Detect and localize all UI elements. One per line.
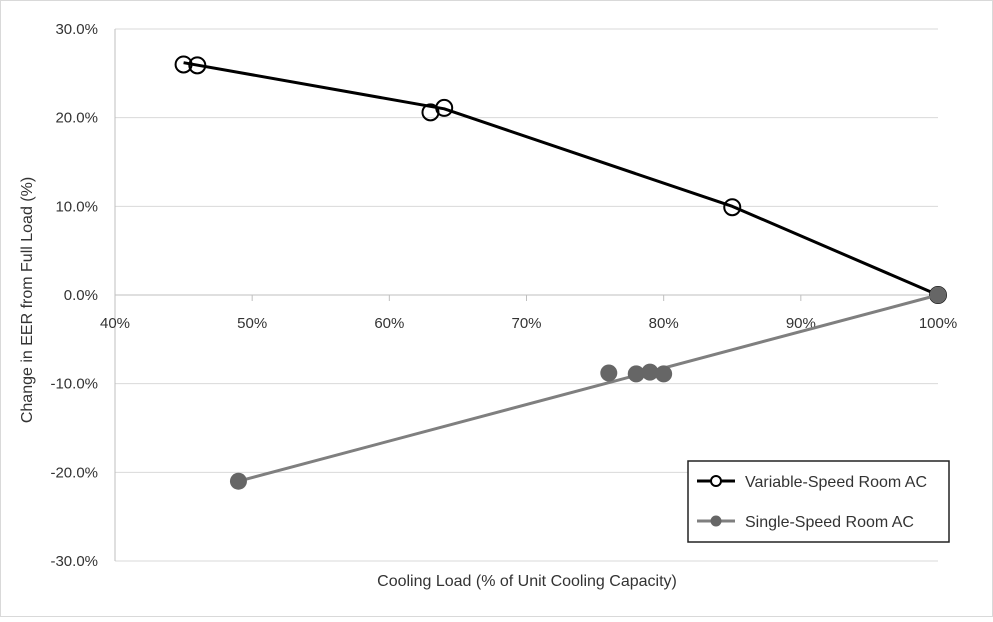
legend-single-speed-marker — [711, 516, 722, 527]
y-tick-label: 20.0% — [55, 110, 98, 127]
data-point-single-speed — [600, 365, 617, 382]
y-tick-label: -10.0% — [50, 376, 98, 393]
legend: Variable-Speed Room AC Single-Speed Room… — [688, 461, 949, 542]
x-tick-label: 70% — [511, 315, 541, 332]
x-tick-label: 40% — [100, 315, 130, 332]
x-tick-label: 50% — [237, 315, 267, 332]
y-tick-label: -20.0% — [50, 464, 98, 481]
x-tick-label: 100% — [919, 315, 957, 332]
y-tick-label: 0.0% — [64, 287, 98, 304]
y-axis-title: Change in EER from Full Load (%) — [19, 177, 36, 423]
data-point-single-speed — [655, 365, 672, 382]
x-axis-title: Cooling Load (% of Unit Cooling Capacity… — [377, 573, 677, 590]
y-tick-label: 10.0% — [55, 198, 98, 215]
x-tick-label: 60% — [374, 315, 404, 332]
x-tick-label: 80% — [649, 315, 679, 332]
legend-variable-speed-label: Variable-Speed Room AC — [745, 474, 927, 491]
legend-variable-speed-marker — [711, 476, 721, 486]
data-point-single-speed — [230, 473, 247, 490]
legend-single-speed-label: Single-Speed Room AC — [745, 514, 914, 531]
y-tick-label: 30.0% — [55, 21, 98, 38]
y-tick-label: -30.0% — [50, 553, 98, 570]
data-point-single-speed — [930, 287, 947, 304]
